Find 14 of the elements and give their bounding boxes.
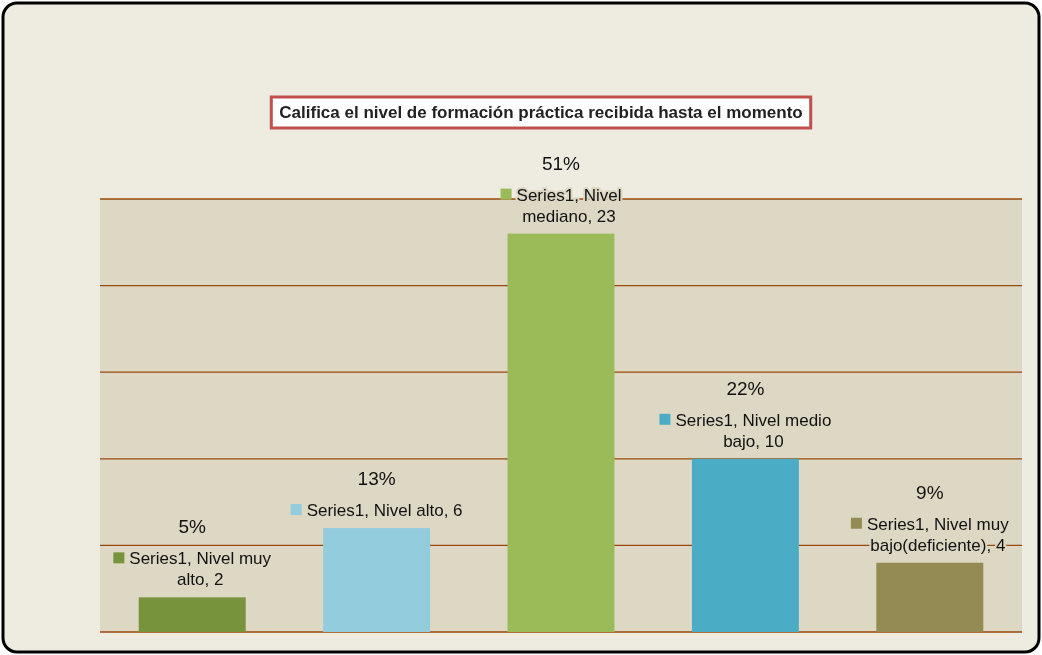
bar (876, 562, 984, 632)
annotation: 5% (178, 516, 207, 538)
data-label: Series1, Nivel muy alto, 2 (129, 549, 272, 590)
bar (138, 597, 246, 632)
chart-title: Califica el nivel de formación práctica recibida hasta el momento (279, 103, 803, 122)
bar (507, 233, 615, 632)
data-label: Series1, Nivel medio bajo, 10 (675, 410, 832, 451)
text: 51% (541, 152, 581, 174)
annotation: 22% (726, 377, 765, 399)
bar (691, 458, 799, 632)
annotation: 13% (357, 468, 396, 490)
bar (323, 528, 431, 632)
annotation: 9% (916, 481, 944, 503)
data-label: Series1, Nivel alto, 6 (306, 501, 463, 521)
